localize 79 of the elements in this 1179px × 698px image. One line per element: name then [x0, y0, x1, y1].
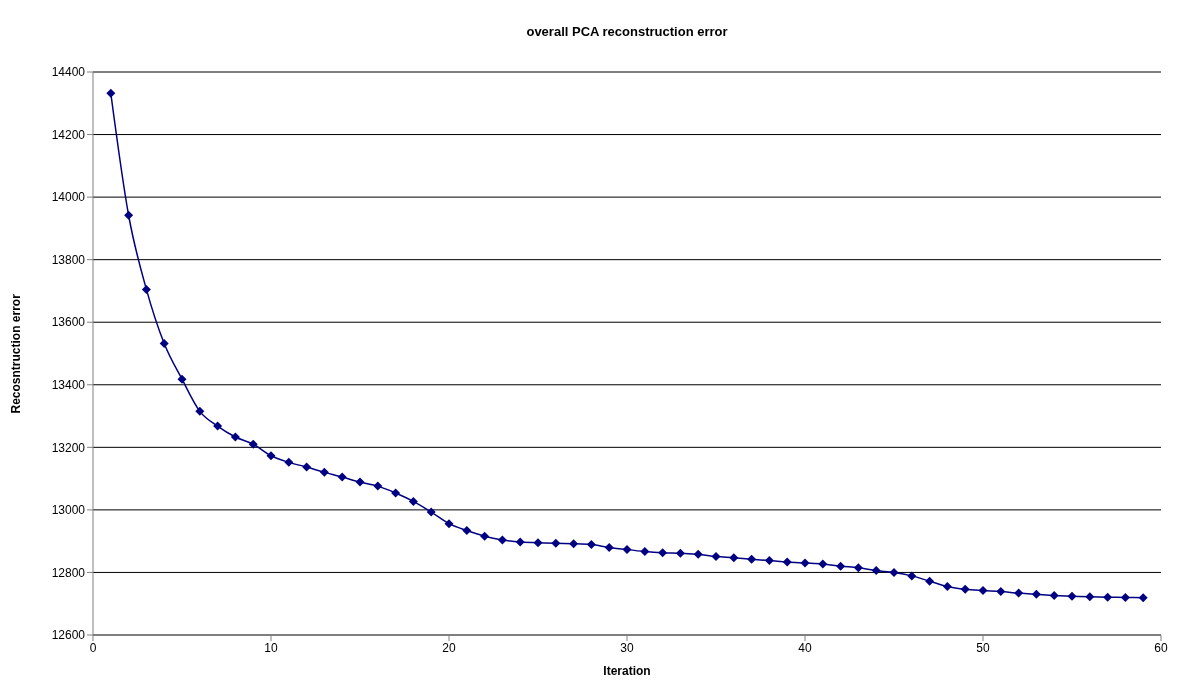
- x-tick-label: 50: [976, 640, 990, 655]
- y-tick-label: 13400: [51, 378, 86, 393]
- point: [1085, 592, 1095, 602]
- point: [195, 406, 205, 416]
- x-tick-label: 40: [798, 640, 812, 655]
- point: [925, 576, 935, 586]
- x-tick-label: 20: [442, 640, 456, 655]
- point: [177, 374, 187, 384]
- point: [978, 586, 988, 596]
- point: [355, 477, 365, 487]
- point: [408, 496, 418, 506]
- point: [426, 507, 436, 517]
- point: [622, 545, 632, 555]
- x-tick-label: 0: [89, 640, 97, 655]
- point: [284, 457, 294, 467]
- x-tick-label: 10: [264, 640, 278, 655]
- point: [319, 467, 329, 477]
- x-tick-label: 30: [620, 640, 634, 655]
- point: [124, 210, 134, 220]
- point: [693, 549, 703, 559]
- point: [871, 566, 881, 576]
- point: [1120, 592, 1130, 602]
- point: [569, 539, 579, 549]
- point: [782, 557, 792, 567]
- point: [106, 88, 116, 98]
- point: [675, 548, 685, 558]
- point: [764, 556, 774, 566]
- point: [800, 558, 810, 568]
- y-tick-label: 12600: [51, 628, 86, 643]
- y-axis-title: Recosntruction error: [9, 293, 24, 414]
- point: [942, 582, 952, 592]
- point: [391, 488, 401, 498]
- point: [729, 553, 739, 563]
- y-tick-label: 13600: [51, 315, 86, 330]
- point: [462, 526, 472, 536]
- y-tick-label: 13800: [51, 252, 86, 267]
- point: [444, 519, 454, 529]
- chart-title: overall PCA reconstruction error: [525, 24, 729, 39]
- point: [551, 538, 561, 548]
- point: [889, 567, 899, 577]
- point: [818, 559, 828, 569]
- point: [337, 472, 347, 482]
- x-tick-label: 60: [1154, 640, 1168, 655]
- point: [907, 571, 917, 581]
- point: [302, 462, 312, 472]
- point: [853, 563, 863, 573]
- point: [960, 584, 970, 594]
- point: [711, 551, 721, 561]
- x-axis-title: Iteration: [603, 664, 651, 678]
- y-tick-label: 12800: [51, 565, 86, 580]
- point: [373, 481, 383, 491]
- y-tick-label: 13200: [51, 440, 86, 455]
- y-tick-label: 13000: [51, 503, 86, 518]
- y-tick-label: 14400: [51, 65, 86, 80]
- point: [533, 538, 543, 548]
- point: [213, 421, 223, 431]
- point: [996, 587, 1006, 597]
- point: [604, 542, 614, 552]
- point: [836, 561, 846, 571]
- point: [266, 451, 276, 461]
- point: [230, 432, 240, 442]
- point: [586, 540, 596, 550]
- point: [1031, 589, 1041, 599]
- point: [1103, 592, 1113, 602]
- point: [515, 537, 525, 547]
- point: [747, 554, 757, 564]
- point: [640, 546, 650, 556]
- point: [497, 535, 507, 545]
- point: [159, 338, 169, 348]
- point: [248, 439, 258, 449]
- point: [1049, 591, 1059, 601]
- y-tick-label: 14200: [51, 127, 86, 142]
- point: [480, 531, 490, 541]
- point: [658, 548, 668, 558]
- y-tick-label: 14000: [51, 190, 86, 205]
- point: [1138, 593, 1148, 603]
- point: [141, 284, 151, 294]
- point: [1067, 591, 1077, 601]
- point: [1014, 588, 1024, 598]
